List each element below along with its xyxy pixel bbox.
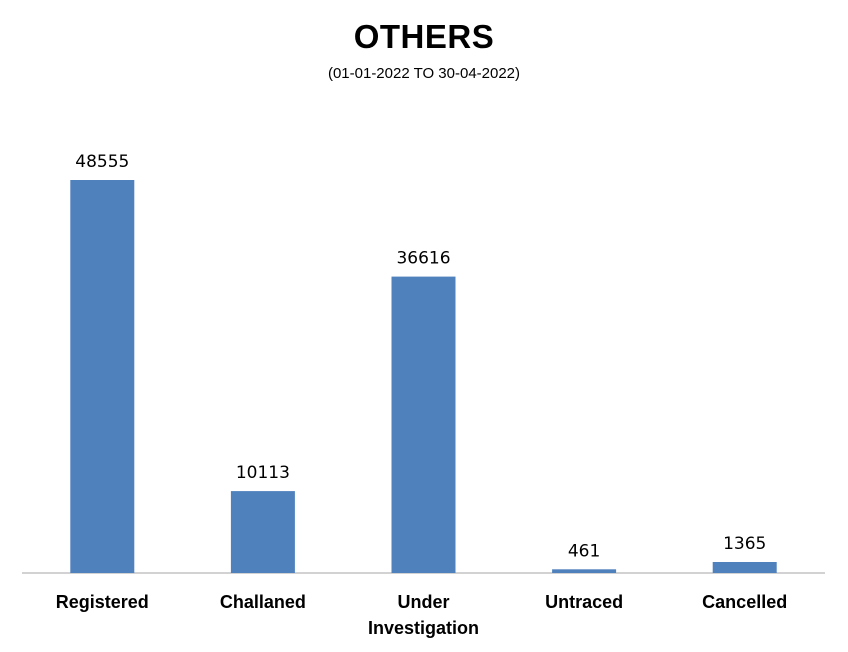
bar xyxy=(712,562,777,573)
category-label: Registered xyxy=(56,592,149,612)
data-label: 48555 xyxy=(75,152,129,172)
data-label: 461 xyxy=(568,541,600,561)
bar xyxy=(70,180,135,573)
category-label: Challaned xyxy=(220,592,306,612)
bar xyxy=(391,276,456,573)
bar xyxy=(552,569,617,573)
data-label: 1365 xyxy=(723,534,766,554)
bar xyxy=(230,491,295,573)
chart-title: OTHERS xyxy=(353,18,495,55)
data-label: 36616 xyxy=(396,249,450,269)
data-label: 10113 xyxy=(236,463,290,483)
category-label: Under xyxy=(397,592,449,612)
chart-subtitle: (01-01-2022 TO 30-04-2022) xyxy=(327,65,521,82)
category-label: Untraced xyxy=(545,592,623,612)
category-label: Investigation xyxy=(368,618,479,638)
category-label: Cancelled xyxy=(702,592,787,612)
